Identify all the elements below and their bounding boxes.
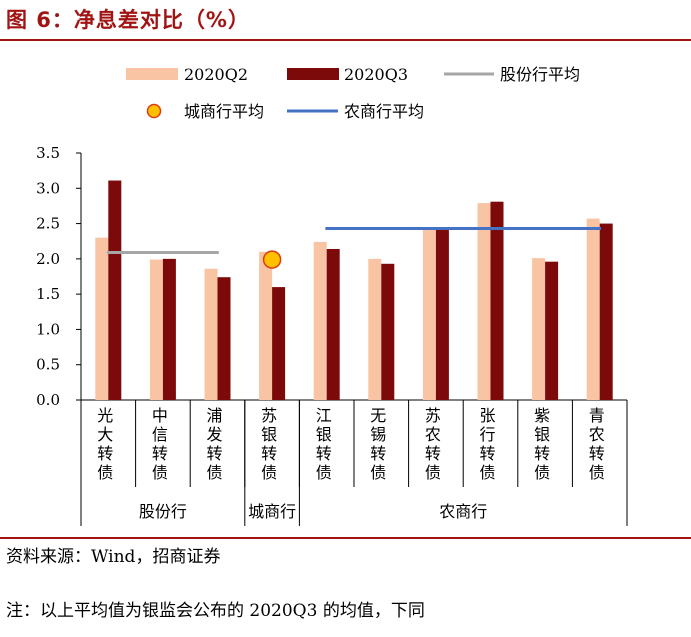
bar-2020Q3-9 [599,223,613,400]
y-tick-label: 3.5 [36,144,60,162]
bar-2020Q3-4 [326,248,340,400]
y-tick-label: 2.5 [36,215,60,233]
category-label-char: 转 [97,444,113,463]
legend-label-2020Q3: 2020Q3 [344,65,408,84]
category-label-char: 转 [534,444,550,463]
category-label-char: 农 [425,425,441,444]
avg-point-城商行平均 [262,250,282,269]
category-label-char: 债 [589,463,605,482]
bar-2020Q2-8 [532,258,546,400]
category-label-char: 银 [316,425,332,444]
category-label-char: 青 [589,406,605,425]
category-label-char: 农 [589,425,605,444]
category-label-char: 债 [370,463,386,482]
category-label-char: 行 [479,425,495,444]
category-label-char: 转 [261,444,277,463]
category-label-char: 银 [534,425,550,444]
bar-2020Q2-1 [149,259,163,400]
legend-label-2020Q2: 2020Q2 [184,65,248,84]
category-label-char: 债 [479,463,495,482]
legend-label-city-avg: 城商行平均 [184,102,264,121]
bar-2020Q2-3 [259,251,273,400]
y-tick-label: 1.5 [36,285,60,303]
title-rule [0,39,691,41]
bar-2020Q3-6 [435,227,449,400]
category-label-char: 张 [479,406,495,425]
legend-label-rural-avg: 农商行平均 [344,102,424,121]
bar-2020Q3-3 [272,287,286,400]
y-tick-label: 2.0 [36,250,60,268]
category-label-char: 苏 [261,406,277,425]
group-label: 城商行 [248,502,296,521]
category-label-char: 转 [589,444,605,463]
bar-2020Q3-5 [381,263,395,400]
bar-2020Q2-5 [368,258,382,400]
category-label-char: 无 [370,406,386,425]
y-tick-label: 1.0 [36,320,60,338]
bar-2020Q2-6 [422,227,436,400]
group-label: 农商行 [439,502,487,521]
average-markers [107,227,601,269]
y-tick-label: 0.5 [36,356,60,374]
source-text: 资料来源：Wind，招商证券 [6,547,221,567]
bar-2020Q3-8 [545,261,559,400]
category-label-char: 江 [316,406,332,425]
category-label-char: 转 [479,444,495,463]
bar-2020Q2-9 [586,218,600,400]
bar-2020Q2-2 [204,268,218,400]
category-label-char: 光 [97,406,113,425]
category-label-char: 债 [206,463,222,482]
category-label-char: 债 [97,463,113,482]
category-label-char: 债 [534,463,550,482]
note-text: 注：以上平均值为银监会公布的 2020Q3 的均值，下同 [6,601,425,621]
bar-2020Q2-7 [477,203,491,400]
category-label-char: 转 [316,444,332,463]
category-label-char: 锡 [370,425,386,444]
category-label-char: 信 [152,425,168,444]
category-label-char: 转 [425,444,441,463]
category-labels: 光大转债中信转债浦发转债苏银转债江银转债无锡转债苏农转债张行转债紫银转债青农转债… [97,406,604,521]
category-label-char: 转 [152,444,168,463]
category-label-char: 债 [425,463,441,482]
bar-2020Q3-2 [217,277,231,400]
category-label-char: 大 [97,425,113,444]
category-label-char: 转 [370,444,386,463]
legend-swatch-2020Q2 [126,68,178,80]
bar-2020Q2-0 [95,237,109,400]
legend-swatch-2020Q3 [287,68,339,80]
bar-2020Q2-4 [313,241,327,400]
category-label-char: 中 [152,406,168,425]
bar-2020Q3-7 [490,201,504,400]
category-label-char: 紫 [534,406,550,425]
source-rule [0,537,691,539]
axes: 0.0 0.5 1.0 1.5 2.0 2.5 3.0 3.5 [36,144,628,526]
category-label-char: 债 [261,463,277,482]
category-label-char: 苏 [425,406,441,425]
category-label-char: 债 [316,463,332,482]
group-label: 股份行 [139,502,187,521]
bar-2020Q3-0 [108,180,122,400]
bars [95,180,613,400]
category-label-char: 银 [261,425,277,444]
category-label-char: 债 [152,463,168,482]
category-label-char: 发 [206,425,222,444]
legend-label-joint-stock-avg: 股份行平均 [500,65,580,84]
category-label-char: 浦 [206,406,222,425]
figure-title: 图 6：净息差对比（%） [6,8,250,32]
y-tick-label: 0.0 [36,391,60,409]
category-label-char: 转 [206,444,222,463]
y-tick-label: 3.0 [36,179,60,197]
bar-2020Q3-1 [162,258,176,400]
legend-swatch-city-avg [146,103,162,119]
